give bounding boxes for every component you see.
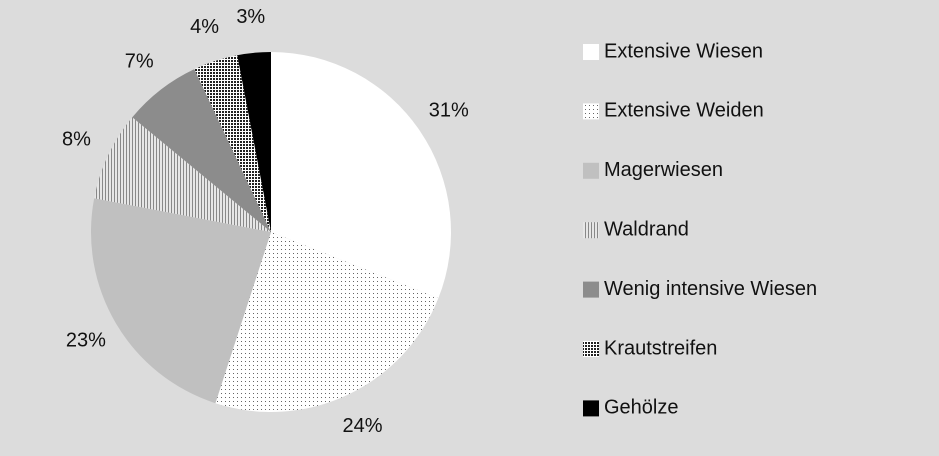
data-label: 31% [429, 99, 469, 121]
pie-slice [132, 69, 271, 232]
pie-slice [194, 55, 271, 232]
legend-label: Magerwiesen [604, 159, 723, 181]
legend-swatch [583, 103, 599, 120]
legend-label: Wenig intensive Wiesen [604, 278, 817, 300]
data-label: 3% [236, 6, 265, 28]
legend-swatch [583, 44, 599, 60]
legend-label: Extensive Wiesen [604, 40, 763, 62]
legend-swatch [583, 341, 599, 357]
legend-label: Krautstreifen [604, 337, 717, 359]
legend-swatch [583, 281, 599, 298]
data-label: 24% [343, 415, 383, 437]
pie-slice [271, 52, 451, 299]
pie-slice [91, 198, 272, 404]
data-label: 8% [62, 129, 91, 151]
legend-swatch [583, 162, 599, 179]
legend-label: Extensive Weiden [604, 100, 764, 122]
data-label: 7% [125, 50, 154, 72]
pie-slice [94, 117, 271, 232]
pie-slice [237, 52, 271, 232]
data-label: 4% [190, 16, 219, 38]
legend-label: Waldrand [604, 218, 689, 240]
data-label: 23% [66, 330, 106, 352]
legend-swatch [583, 222, 599, 239]
legend-label: Gehölze [604, 397, 679, 419]
pie-slice [215, 232, 439, 412]
legend-swatch [583, 400, 599, 417]
